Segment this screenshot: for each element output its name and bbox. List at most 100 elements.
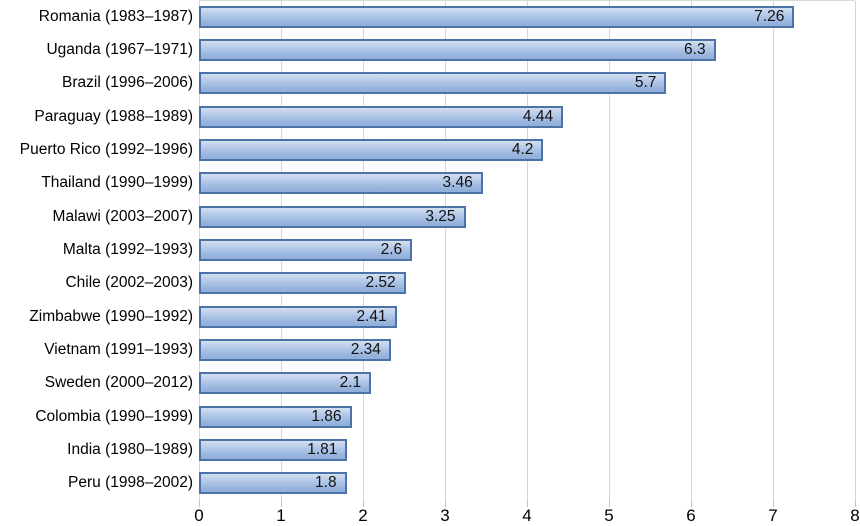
- category-label: Paraguay (1988–1989): [34, 107, 193, 125]
- value-label: 1.81: [307, 440, 338, 458]
- category-label: Peru (1998–2002): [68, 474, 193, 492]
- category-label: Vietnam (1991–1993): [44, 340, 193, 358]
- bar-track: 4.44: [199, 100, 860, 133]
- value-label: 6.3: [684, 40, 706, 58]
- bar-row: Colombia (1990–1999) 1.86: [0, 400, 860, 433]
- category-label: Uganda (1967–1971): [46, 40, 193, 58]
- bar-track: 1.8: [199, 467, 860, 500]
- bar-row: Malta (1992–1993) 2.6: [0, 233, 860, 266]
- bar: 3.46: [199, 172, 483, 195]
- bar-track: 2.52: [199, 267, 860, 300]
- value-label: 2.1: [339, 374, 362, 392]
- category-label: Zimbabwe (1990–1992): [29, 307, 193, 325]
- axis-tick: [527, 500, 528, 507]
- bar: 1.86: [199, 405, 352, 428]
- gridline: [445, 1, 446, 500]
- value-label: 3.46: [442, 174, 473, 192]
- gridline: [773, 1, 774, 500]
- bar: 6.3: [199, 38, 716, 61]
- gridline: [855, 1, 856, 500]
- bar-row: Peru (1998–2002) 1.8: [0, 467, 860, 500]
- value-label: 7.26: [754, 7, 785, 25]
- bar-row: Sweden (2000–2012) 2.1: [0, 367, 860, 400]
- bar: 2.6: [199, 238, 413, 261]
- value-label: 2.52: [365, 274, 396, 292]
- bar-track: 3.46: [199, 167, 860, 200]
- category-label: Romania (1983–1987): [38, 7, 193, 25]
- category-label: Malawi (2003–2007): [52, 207, 193, 225]
- value-label: 2.6: [380, 240, 403, 258]
- value-label: 2.41: [356, 307, 387, 325]
- axis-tick: [691, 500, 692, 507]
- bar-row: Thailand (1990–1999) 3.46: [0, 167, 860, 200]
- bar-row: Malawi (2003–2007) 3.25: [0, 200, 860, 233]
- bar-row: Uganda (1967–1971) 6.3: [0, 33, 860, 66]
- category-label: Sweden (2000–2012): [44, 374, 193, 392]
- bar-track: 2.6: [199, 233, 860, 266]
- bar-row: Vietnam (1991–1993) 2.34: [0, 333, 860, 366]
- bar: 1.8: [199, 472, 347, 495]
- axis-tick: [445, 500, 446, 507]
- bar-track: 6.3: [199, 33, 860, 66]
- bar-track: 5.7: [199, 67, 860, 100]
- axis-tick-label: 8: [850, 506, 860, 525]
- category-label: Chile (2002–2003): [65, 274, 193, 292]
- axis-tick: [773, 500, 774, 507]
- gridline: [691, 1, 692, 500]
- value-label: 4.44: [522, 107, 554, 125]
- axis-tick-label: 7: [768, 506, 778, 525]
- category-label: India (1980–1989): [67, 440, 193, 458]
- value-label: 5.7: [634, 74, 657, 92]
- axis-tick: [199, 500, 200, 507]
- bar-track: 7.26: [199, 0, 860, 33]
- category-label: Brazil (1996–2006): [62, 74, 193, 92]
- bar: 2.52: [199, 272, 406, 295]
- value-label: 3.25: [425, 207, 456, 225]
- gridline: [609, 1, 610, 500]
- axis-tick: [609, 500, 610, 507]
- axis-tick-label: 0: [194, 506, 204, 525]
- axis-tick: [855, 500, 856, 507]
- axis-tick-label: 6: [686, 506, 696, 525]
- bar: 4.2: [199, 138, 544, 161]
- bar: 3.25: [199, 205, 466, 228]
- value-label: 4.2: [511, 140, 534, 158]
- bar-track: 2.34: [199, 333, 860, 366]
- bar: 1.81: [199, 438, 348, 461]
- category-label: Colombia (1990–1999): [35, 407, 193, 425]
- bar-track: 1.81: [199, 433, 860, 466]
- x-axis: 0 1 2 3 4 5 6 7 8: [194, 500, 860, 526]
- value-label: 1.86: [311, 407, 342, 425]
- bar-row: India (1980–1989) 1.81: [0, 433, 860, 466]
- bar-track: 3.25: [199, 200, 860, 233]
- axis-tick-label: 2: [358, 506, 368, 525]
- bar-track: 2.1: [199, 367, 860, 400]
- bar-row: Chile (2002–2003) 2.52: [0, 267, 860, 300]
- gridline: [527, 1, 528, 500]
- bar-row: Romania (1983–1987) 7.26: [0, 0, 860, 33]
- value-label: 1.8: [315, 474, 337, 492]
- bar-track: 1.86: [199, 400, 860, 433]
- bar-row: Puerto Rico (1992–1996) 4.2: [0, 133, 860, 166]
- axis-tick-label: 5: [604, 506, 614, 525]
- axis-tick: [281, 500, 282, 507]
- bar: 7.26: [199, 5, 795, 28]
- bar-track: 4.2: [199, 133, 860, 166]
- axis-tick-label: 1: [276, 506, 286, 525]
- category-label: Malta (1992–1993): [62, 240, 193, 258]
- bar: 5.7: [199, 72, 667, 95]
- axis-tick-label: 3: [440, 506, 450, 525]
- category-label: Puerto Rico (1992–1996): [19, 140, 193, 158]
- category-label: Thailand (1990–1999): [41, 174, 193, 192]
- bar-track: 2.41: [199, 300, 860, 333]
- axis-tick: [363, 500, 364, 507]
- axis-tick-label: 4: [522, 506, 532, 525]
- value-label: 2.34: [350, 340, 381, 358]
- bar-row: Paraguay (1988–1989) 4.44: [0, 100, 860, 133]
- bar: 4.44: [199, 105, 564, 128]
- bar: 2.41: [199, 305, 397, 328]
- bar-row: Zimbabwe (1990–1992) 2.41: [0, 300, 860, 333]
- bar-rows: Romania (1983–1987) 7.26 Uganda (1967–1971…: [0, 0, 860, 500]
- bar-row: Brazil (1996–2006) 5.7: [0, 67, 860, 100]
- bar: 2.1: [199, 372, 372, 395]
